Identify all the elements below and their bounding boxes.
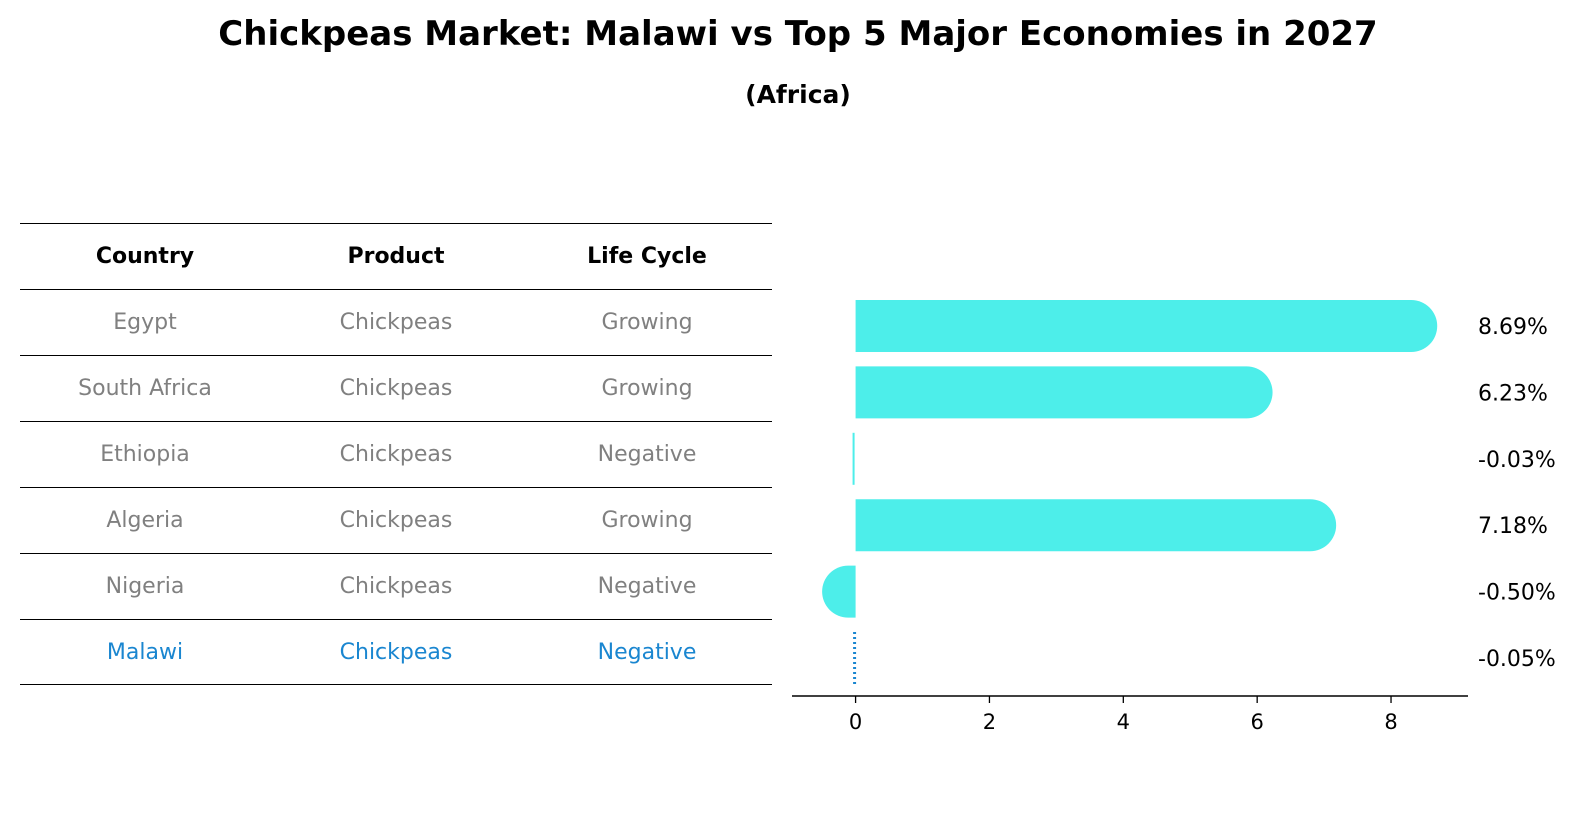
chart-subtitle: (Africa)	[745, 80, 851, 109]
bar-4	[822, 565, 856, 618]
bar-3	[855, 499, 1337, 552]
x-tick-label-2: 2	[983, 710, 996, 734]
table-header-row: Country Product Life Cycle	[20, 223, 772, 289]
cell-life-cycle: Growing	[601, 376, 693, 401]
chart-title: Chickpeas Market: Malawi vs Top 5 Major …	[218, 14, 1378, 54]
cell-product: Chickpeas	[339, 508, 453, 533]
data-table: Country Product Life Cycle Egypt Chickpe…	[20, 223, 772, 685]
cell-country: South Africa	[78, 376, 212, 401]
value-label-2: -0.03%	[1478, 448, 1556, 473]
x-tick-label-6: 6	[1250, 710, 1263, 734]
table-row-highlighted: Malawi Chickpeas Negative	[20, 619, 772, 685]
header-life-cycle: Life Cycle	[587, 244, 707, 269]
table-row: Nigeria Chickpeas Negative	[20, 553, 772, 619]
value-label-1: 6.23%	[1478, 381, 1548, 406]
cell-product: Chickpeas	[339, 574, 453, 599]
cell-product: Chickpeas	[339, 376, 453, 401]
x-tick-label-8: 8	[1384, 710, 1397, 734]
table-row: Ethiopia Chickpeas Negative	[20, 421, 772, 487]
value-label-0: 8.69%	[1478, 315, 1548, 340]
bar-0	[855, 300, 1438, 352]
cell-country: Malawi	[106, 639, 184, 665]
value-label-4: -0.50%	[1478, 581, 1556, 606]
cell-country: Egypt	[113, 310, 177, 335]
cell-country: Ethiopia	[100, 442, 190, 467]
cell-life-cycle: Negative	[597, 442, 697, 467]
cell-country: Algeria	[106, 508, 184, 533]
header-product: Product	[347, 244, 445, 269]
cell-product: Chickpeas	[339, 310, 453, 335]
table-row: Egypt Chickpeas Growing	[20, 289, 772, 355]
bar-2	[852, 432, 855, 485]
value-label-3: 7.18%	[1478, 514, 1548, 539]
cell-life-cycle: Growing	[601, 508, 693, 533]
x-tick-label-4: 4	[1117, 710, 1130, 734]
value-label-5: -0.05%	[1478, 647, 1556, 672]
cell-country: Nigeria	[105, 574, 185, 599]
cell-product: Chickpeas	[339, 442, 453, 467]
table-row: South Africa Chickpeas Growing	[20, 355, 772, 421]
x-tick-label-0: 0	[849, 710, 862, 734]
cell-life-cycle: Negative	[597, 574, 697, 599]
cell-life-cycle: Growing	[601, 310, 693, 335]
cell-life-cycle: Negative	[597, 639, 697, 665]
header-country: Country	[95, 244, 195, 269]
table-row: Algeria Chickpeas Growing	[20, 487, 772, 553]
cell-product: Chickpeas	[339, 639, 453, 665]
bar-1	[855, 366, 1273, 419]
